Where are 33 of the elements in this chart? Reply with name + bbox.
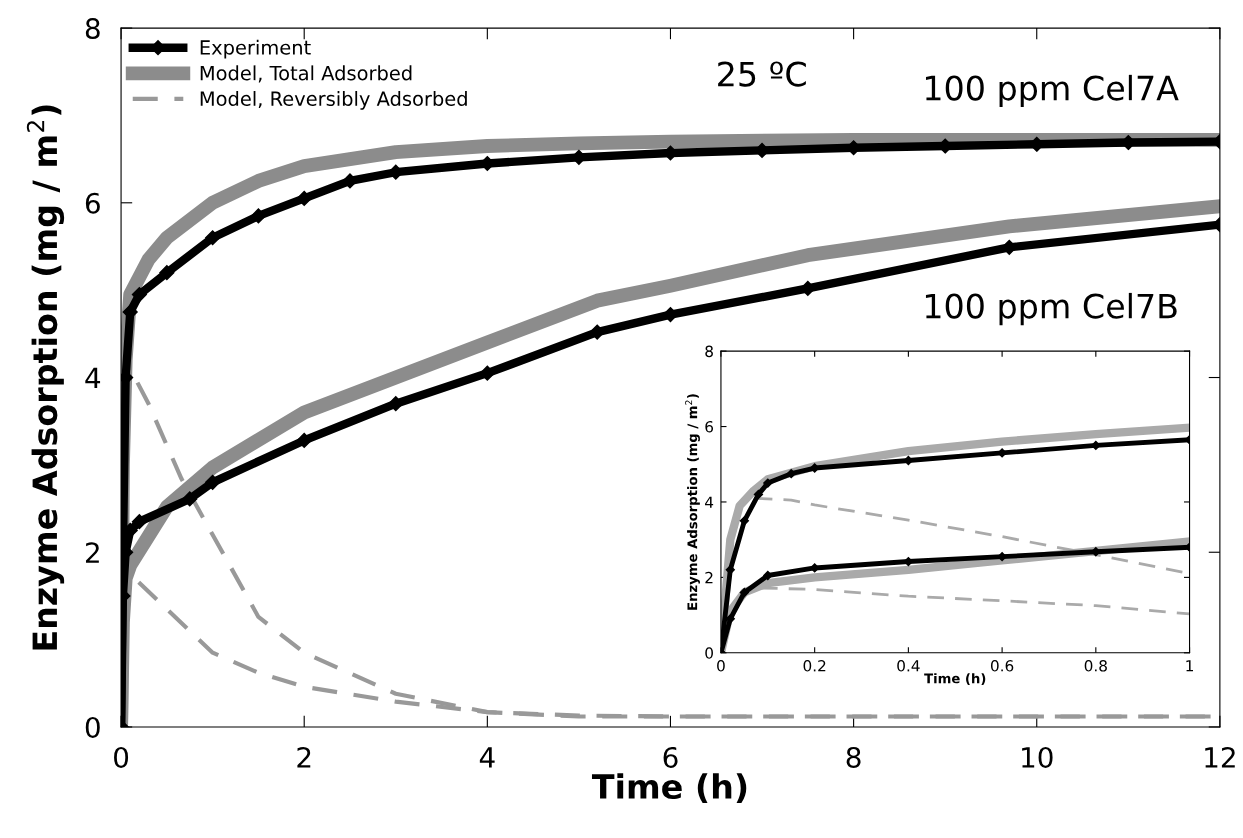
- annotation: 100 ppm Cel7A: [925, 74, 1179, 108]
- x-tick-label: 0: [717, 660, 725, 672]
- y-tick-label: 6: [85, 192, 100, 214]
- legend-label: Model, Total Adsorbed: [200, 65, 412, 83]
- y-tick-label: 4: [85, 367, 101, 389]
- x-axis-title: Time (h): [591, 773, 747, 804]
- x-tick-label: 4: [479, 747, 495, 768]
- x-tick-label: 0.2: [803, 660, 826, 672]
- x-tick-label: 10: [1022, 746, 1053, 768]
- y-tick-label: 2: [85, 542, 99, 563]
- x-axis-title: Time (h): [924, 673, 986, 685]
- x-tick-label: 0.6: [990, 660, 1014, 672]
- legend-label: Model, Reversibly Adsorbed: [200, 90, 467, 110]
- y-tick-label: 2: [705, 571, 713, 584]
- y-axis-title: Enzyme Adsorption (mg / m$^{2}$): [685, 394, 700, 610]
- y-tick-label: 0: [85, 716, 100, 738]
- legend-label: Experiment: [200, 39, 311, 59]
- y-tick-label: 8: [705, 345, 713, 358]
- annotation: 100 ppm Cel7B: [925, 292, 1177, 326]
- x-tick-label: 0.4: [897, 660, 920, 672]
- x-tick-label: 8: [846, 746, 861, 768]
- x-tick-label: 6: [663, 746, 678, 768]
- y-tick-label: 8: [85, 18, 100, 40]
- x-tick-label: 1: [1186, 660, 1193, 672]
- annotation: 25 ºC: [718, 61, 806, 87]
- y-tick-label: 6: [705, 421, 714, 433]
- x-tick-label: 2: [297, 746, 311, 768]
- y-axis-title: Enzyme Adsorption (mg / m$^{2}$): [26, 105, 65, 650]
- y-tick-label: 0: [705, 647, 713, 659]
- x-tick-label: 0: [114, 746, 129, 768]
- x-tick-label: 12: [1205, 746, 1235, 768]
- y-tick-label: 4: [705, 496, 714, 508]
- x-tick-label: 0.8: [1084, 660, 1107, 672]
